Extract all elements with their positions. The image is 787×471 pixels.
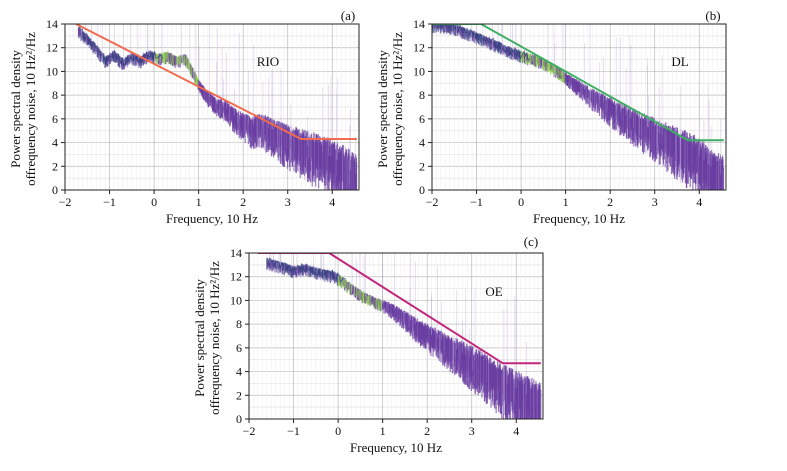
- noise-series: [432, 24, 725, 190]
- y-tick-label: 4: [419, 136, 425, 150]
- y-tick-label: 4: [236, 365, 242, 379]
- x-tick-label: 1: [380, 424, 386, 438]
- x-tick-label: −1: [103, 195, 116, 209]
- noise-series: [266, 253, 542, 419]
- x-tick-label: 2: [607, 195, 613, 209]
- y-tick-label: 0: [52, 183, 58, 197]
- x-tick-label: 3: [652, 195, 658, 209]
- x-tick-label: 1: [196, 195, 202, 209]
- y-tick-label: 14: [46, 17, 58, 31]
- y-tick-label: 8: [419, 88, 425, 102]
- y-tick-label: 12: [230, 270, 242, 284]
- y-tick-label: 6: [419, 112, 425, 126]
- panel-tag: (a): [341, 8, 355, 23]
- panel-title: DL: [671, 54, 688, 69]
- x-tick-label: 3: [469, 424, 475, 438]
- y-tick-label: 0: [236, 412, 242, 426]
- y-tick-label: 10: [230, 293, 242, 307]
- y-tick-label: 10: [413, 64, 425, 78]
- noise-series: [77, 24, 358, 190]
- x-tick-label: 1: [563, 195, 569, 209]
- x-tick-label: 4: [329, 195, 335, 209]
- panel-title: OE: [485, 284, 502, 299]
- plot-frame: [248, 252, 544, 420]
- y-tick-label: 12: [413, 41, 425, 55]
- x-tick-label: 0: [151, 195, 157, 209]
- noise-lowfreq-line: [78, 25, 163, 67]
- y-tick-label: 2: [52, 159, 58, 173]
- noise-lowfreq-line: [432, 24, 530, 62]
- y-tick-label: 6: [52, 112, 58, 126]
- y-tick-label: 4: [52, 136, 58, 150]
- x-tick-label: 0: [335, 424, 341, 438]
- y-tick-label: 8: [52, 88, 58, 102]
- y-axis-label: Power spectral densityoffrequency noise,…: [375, 32, 405, 186]
- x-tick-label: 3: [285, 195, 291, 209]
- x-tick-label: 0: [518, 195, 524, 209]
- plot-frame: [64, 23, 360, 191]
- model-line: [257, 253, 541, 365]
- x-tick-label: −2: [243, 424, 256, 438]
- x-tick-label: 4: [513, 424, 519, 438]
- y-tick-label: 0: [419, 183, 425, 197]
- plot-frame: [431, 23, 727, 191]
- panel-tag: (b): [705, 8, 720, 23]
- y-axis-label: Power spectral densityoffrequency noise,…: [192, 261, 222, 415]
- y-tick-label: 2: [419, 159, 425, 173]
- y-tick-label: 2: [236, 388, 242, 402]
- y-tick-label: 14: [230, 246, 242, 260]
- y-tick-label: 6: [236, 341, 242, 355]
- y-tick-label: 10: [46, 64, 58, 78]
- y-tick-label: 14: [413, 17, 425, 31]
- x-tick-label: −2: [426, 195, 439, 209]
- y-tick-label: 8: [236, 317, 242, 331]
- x-tick-label: −2: [59, 195, 72, 209]
- x-axis-label: Frequency, 10 Hz: [533, 211, 625, 226]
- model-line: [75, 24, 357, 140]
- x-tick-label: −1: [470, 195, 483, 209]
- x-axis-label: Frequency, 10 Hz: [166, 211, 258, 226]
- y-tick-label: 12: [46, 41, 58, 55]
- noise-lowfreq-line: [266, 257, 346, 283]
- x-tick-label: 4: [696, 195, 702, 209]
- x-tick-label: 2: [424, 424, 430, 438]
- x-tick-label: 2: [240, 195, 246, 209]
- x-tick-label: −1: [287, 424, 300, 438]
- x-axis-label: Frequency, 10 Hz: [350, 440, 442, 455]
- panel-tag: (c): [524, 234, 538, 249]
- y-axis-label: Power spectral densityoffrequency noise,…: [8, 32, 38, 186]
- model-line: [432, 24, 724, 142]
- panel-title: RIO: [257, 54, 279, 69]
